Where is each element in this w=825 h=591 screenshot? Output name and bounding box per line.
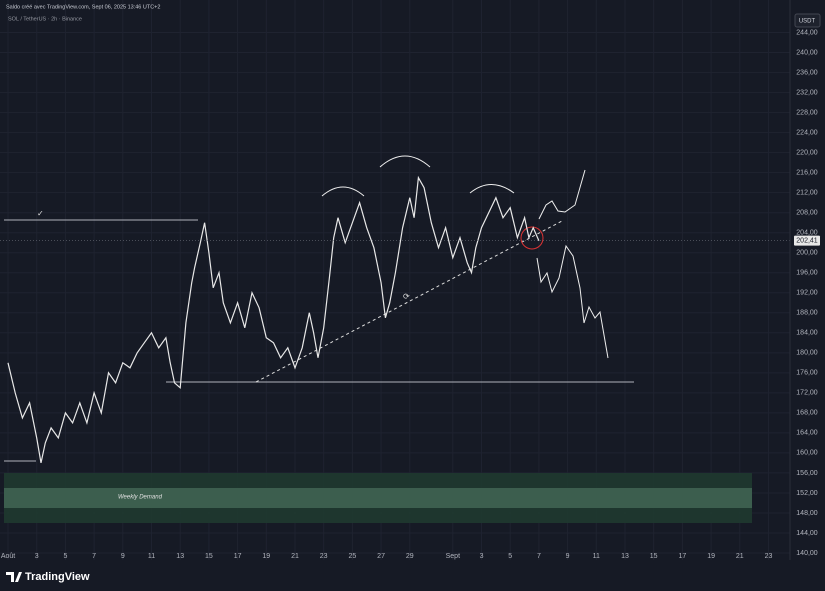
check-icon: ✓ bbox=[37, 209, 44, 218]
neckline bbox=[255, 220, 563, 383]
bear-projection bbox=[536, 244, 609, 359]
subtitle: SOL / TetherUS · 2h · Binance bbox=[8, 16, 82, 22]
y-tick-label: 152,00 bbox=[796, 490, 818, 497]
x-tick-label: 11 bbox=[148, 553, 155, 560]
x-tick-label: 21 bbox=[736, 553, 744, 560]
x-tick-label: 29 bbox=[406, 553, 414, 560]
x-tick-label: 5 bbox=[508, 553, 512, 560]
demand-zone-core bbox=[4, 488, 752, 508]
logo bbox=[6, 572, 22, 582]
brand: TradingView bbox=[25, 571, 90, 583]
head-arc bbox=[379, 155, 431, 168]
x-tick-label: 11 bbox=[593, 553, 600, 560]
y-tick-label: 216,00 bbox=[796, 169, 818, 176]
y-tick-label: 140,00 bbox=[796, 550, 818, 557]
pin-icon: ⟳ bbox=[403, 292, 410, 301]
shoulder-arc bbox=[321, 186, 365, 197]
x-tick-label: 7 bbox=[537, 553, 541, 560]
x-tick-label: 3 bbox=[480, 553, 484, 560]
y-tick-label: 212,00 bbox=[796, 190, 818, 197]
y-tick-label: 144,00 bbox=[796, 530, 818, 537]
currency-box bbox=[794, 13, 821, 28]
x-tick-label: 3 bbox=[35, 553, 39, 560]
x-tick-label: Août bbox=[1, 553, 15, 560]
y-tick-label: 164,00 bbox=[796, 430, 818, 437]
x-tick-label: 27 bbox=[377, 553, 385, 560]
current-price-box bbox=[794, 235, 820, 246]
price-line bbox=[7, 175, 540, 464]
y-tick-label: 180,00 bbox=[796, 350, 818, 357]
y-tick-label: 172,00 bbox=[796, 390, 818, 397]
x-tick-label: 25 bbox=[348, 553, 356, 560]
x-tick-label: 19 bbox=[262, 553, 270, 560]
y-tick-label: 160,00 bbox=[796, 450, 818, 457]
x-tick-label: 5 bbox=[63, 553, 67, 560]
x-tick-label: 21 bbox=[291, 553, 299, 560]
plot bbox=[0, 175, 790, 464]
y-tick-label: 204,00 bbox=[796, 230, 818, 237]
bull-projection bbox=[538, 169, 586, 220]
x-tick-label: 13 bbox=[621, 553, 629, 560]
x-tick-label: 13 bbox=[176, 553, 184, 560]
y-tick-label: 208,00 bbox=[796, 210, 818, 217]
y-tick-label: 168,00 bbox=[796, 410, 818, 417]
y-tick-label: 188,00 bbox=[796, 310, 818, 317]
header: Saldo créé avec TradingView.com, Sept 06… bbox=[6, 4, 160, 10]
x-tick-label: 17 bbox=[678, 553, 686, 560]
shoulder-arc bbox=[469, 184, 515, 194]
x-tick-label: Sept bbox=[446, 553, 460, 560]
y-tick-label: 232,00 bbox=[796, 89, 818, 96]
x-tick-label: 17 bbox=[234, 553, 242, 560]
y-tick-label: 244,00 bbox=[796, 29, 818, 36]
x-tick-label: 23 bbox=[765, 553, 773, 560]
zone-label: Weekly Demand bbox=[118, 495, 163, 501]
y-tick-label: 184,00 bbox=[796, 330, 818, 337]
y-tick-label: 176,00 bbox=[796, 370, 818, 377]
y-tick-label: 156,00 bbox=[796, 470, 818, 477]
current-price-label: 202,41 bbox=[796, 238, 818, 245]
y-tick-label: 220,00 bbox=[796, 149, 818, 156]
y-tick-label: 224,00 bbox=[796, 129, 818, 136]
x-tick-label: 7 bbox=[92, 553, 96, 560]
x-tick-label: 9 bbox=[566, 553, 570, 560]
y-tick-label: 148,00 bbox=[796, 510, 818, 517]
y-tick-label: 240,00 bbox=[796, 49, 818, 56]
y-tick-label: 196,00 bbox=[796, 270, 818, 277]
breakout-circle bbox=[520, 226, 544, 250]
y-tick-label: 200,00 bbox=[796, 250, 818, 257]
y-tick-label: 192,00 bbox=[796, 290, 818, 297]
x-tick-label: 15 bbox=[205, 553, 213, 560]
currency: USDT bbox=[799, 19, 816, 25]
x-tick-label: 23 bbox=[320, 553, 328, 560]
x-tick-label: 19 bbox=[707, 553, 715, 560]
y-tick-label: 236,00 bbox=[796, 69, 818, 76]
y-tick-label: 228,00 bbox=[796, 109, 818, 116]
x-tick-label: 9 bbox=[121, 553, 125, 560]
x-tick-label: 15 bbox=[650, 553, 658, 560]
